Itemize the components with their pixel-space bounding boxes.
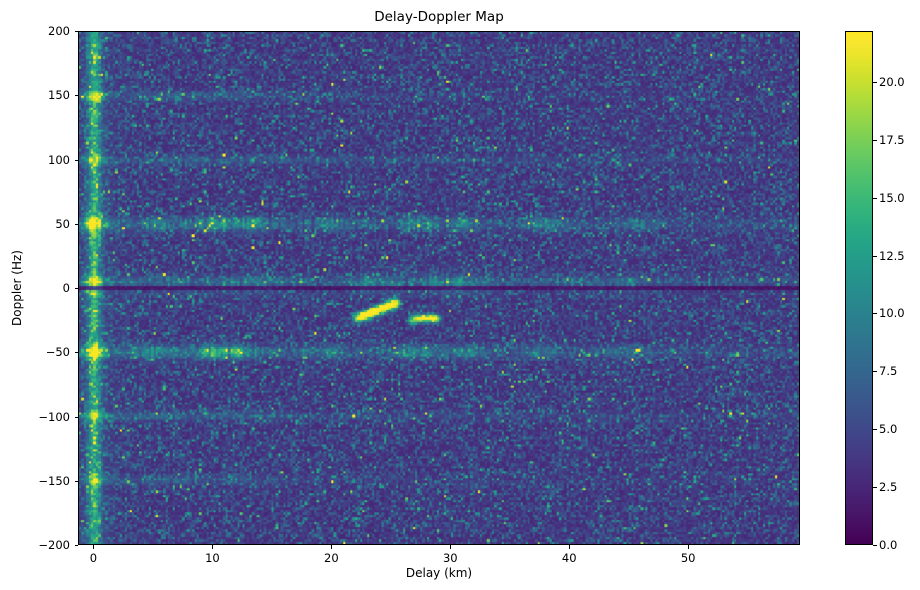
colorbar-tick-mark <box>873 545 877 546</box>
x-tick-mark <box>688 545 690 549</box>
colorbar-tick-mark <box>873 313 877 315</box>
y-tick-mark <box>74 416 78 418</box>
colorbar-tick-label: 20.0 <box>879 74 905 89</box>
y-tick-mark <box>74 352 78 354</box>
x-tick-label: 40 <box>561 551 577 565</box>
x-tick-label: 20 <box>324 551 339 565</box>
y-tick-label: 150 <box>48 88 70 103</box>
y-tick-mark <box>74 223 78 225</box>
y-tick-mark <box>74 480 78 482</box>
y-tick-label: −200 <box>38 538 70 552</box>
x-tick-label: 50 <box>680 551 696 565</box>
y-tick-label: 0 <box>62 281 70 295</box>
page-title: Delay-Doppler Map <box>374 9 504 25</box>
y-tick-label: −100 <box>38 409 70 424</box>
colorbar-tick-mark <box>873 429 877 431</box>
y-tick-label: −50 <box>45 345 70 360</box>
x-tick-mark <box>93 545 95 549</box>
colorbar-tick-mark <box>873 255 877 257</box>
colorbar-tick-label: 2.5 <box>879 480 898 495</box>
x-tick-label: 30 <box>442 551 458 565</box>
x-axis-label: Delay (km) <box>405 566 473 580</box>
colorbar-tick-label: 17.5 <box>879 132 905 147</box>
colorbar-tick-label: 0.0 <box>879 538 898 552</box>
colorbar-tick-label: 15.0 <box>879 190 905 205</box>
colorbar-tick-mark <box>873 197 877 199</box>
y-tick-label: 200 <box>48 24 70 38</box>
x-tick-mark <box>331 545 333 549</box>
colorbar-tick-mark <box>873 139 877 141</box>
colorbar-tick-label: 5.0 <box>879 422 898 437</box>
colorbar-tick-mark <box>873 81 877 83</box>
y-tick-mark <box>74 95 78 97</box>
delay-doppler-heatmap <box>79 32 799 544</box>
y-tick-label: −150 <box>38 473 70 488</box>
y-tick-label: 100 <box>48 152 70 167</box>
colorbar-tick-label: 10.0 <box>879 306 905 321</box>
x-tick-mark <box>212 545 214 549</box>
x-tick-mark <box>569 545 571 549</box>
colorbar-tick-label: 7.5 <box>879 364 898 379</box>
colorbar-tick-label: 12.5 <box>879 248 905 263</box>
colorbar <box>845 31 873 545</box>
x-tick-label: 0 <box>89 551 98 565</box>
x-tick-label: 10 <box>205 551 220 565</box>
y-tick-mark <box>74 159 78 161</box>
colorbar-tick-mark <box>873 487 877 489</box>
y-tick-mark <box>74 31 78 32</box>
x-tick-mark <box>450 545 452 549</box>
colorbar-gradient <box>846 32 872 544</box>
y-tick-mark <box>74 545 78 546</box>
y-tick-mark <box>74 288 78 289</box>
colorbar-tick-mark <box>873 371 877 373</box>
y-axis-label: Doppler (Hz) <box>10 250 24 326</box>
heatmap-plot-area <box>78 31 800 545</box>
y-tick-label: 50 <box>55 216 70 231</box>
